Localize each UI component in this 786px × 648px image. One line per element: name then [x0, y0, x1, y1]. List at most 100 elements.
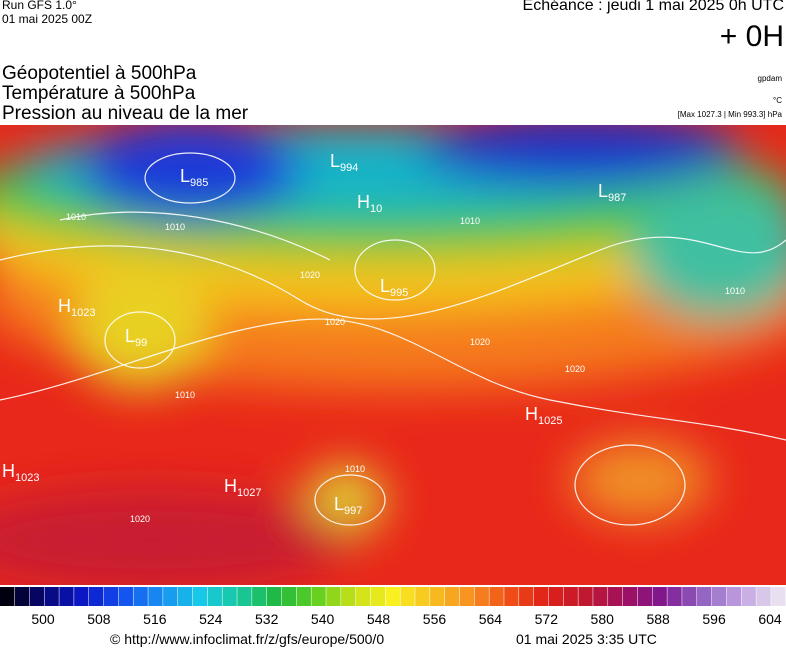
unit: gpdam: [757, 74, 782, 83]
color-swatch: [192, 587, 208, 606]
center-value: 997: [344, 505, 362, 517]
pressure-center: L99: [125, 326, 147, 349]
center-letter: L: [334, 494, 344, 514]
color-swatch: [652, 587, 667, 606]
color-swatch: [504, 587, 519, 606]
color-swatch: [444, 587, 460, 606]
center-value: 1023: [71, 307, 95, 319]
center-letter: L: [380, 276, 390, 296]
color-swatch: [563, 587, 578, 606]
color-swatch: [726, 587, 742, 606]
color-swatch: [311, 587, 326, 606]
pressure-center: L994: [330, 151, 358, 174]
color-swatch: [296, 587, 311, 606]
contour-label: 1020: [565, 364, 585, 374]
color-swatch: [697, 587, 712, 606]
color-swatch: [14, 587, 30, 606]
center-value: 1025: [538, 415, 562, 427]
color-swatch: [519, 587, 534, 606]
color-swatch: [341, 587, 356, 606]
field: [0, 125, 786, 585]
color-swatch: [741, 587, 756, 606]
center-letter: L: [125, 326, 135, 346]
legend-label: 508: [87, 611, 111, 627]
legend-label: 532: [255, 611, 279, 627]
color-swatch: [667, 587, 682, 606]
legend-label: 540: [311, 611, 335, 627]
pressure-center: H1023: [2, 461, 39, 484]
layer: Température à 500hPa: [2, 83, 196, 104]
color-swatch: [103, 587, 119, 606]
center-value: 99: [135, 337, 147, 349]
color-swatch: [637, 587, 653, 606]
legend-label: 604: [758, 611, 782, 627]
center-value: 1023: [15, 472, 39, 484]
contour-label: 1010: [175, 390, 195, 400]
center-value: 995: [390, 287, 408, 299]
pressure-center: L987: [598, 181, 626, 204]
footer-source: © http://www.infoclimat.fr/z/gfs/europe/…: [110, 631, 384, 647]
footer-date: 01 mai 2025 3:35 UTC: [516, 631, 657, 647]
contour-label: 1020: [470, 337, 490, 347]
forecast: Echéance : jeudi 1 mai 2025 0h UTC: [522, 0, 784, 14]
color-swatch: [237, 587, 252, 606]
color-swatch: [533, 587, 549, 606]
center-value: 10: [370, 203, 382, 215]
contour-label: 1020: [325, 317, 345, 327]
color-swatch: [118, 587, 133, 606]
lead-time: + 0H: [719, 20, 784, 53]
color-swatch: [489, 587, 504, 606]
legend-label: 548: [367, 611, 391, 627]
color-swatch: [711, 587, 727, 606]
color-swatch: [578, 587, 593, 606]
legend-label: 588: [646, 611, 670, 627]
legend-label: 580: [591, 611, 615, 627]
layer: Géopotentiel à 500hPa: [2, 63, 197, 84]
color-swatch: [459, 587, 475, 606]
color-swatch: [148, 587, 163, 606]
color-swatch: [548, 587, 564, 606]
color-swatch: [44, 587, 59, 606]
color-swatch: [385, 587, 400, 606]
legend-label: 500: [31, 611, 55, 627]
layer: Pression au niveau de la mer: [2, 103, 249, 124]
color-swatch: [608, 587, 623, 606]
contour-label: 1010: [165, 222, 185, 232]
contour-label: 1010: [725, 286, 745, 296]
color-swatch: [177, 587, 193, 606]
contour-label: 1020: [130, 514, 150, 524]
center-value: 987: [608, 192, 626, 204]
legend-label: 556: [423, 611, 447, 627]
center-letter: H: [58, 296, 71, 316]
color-swatch: [0, 587, 15, 606]
color-swatch: [682, 587, 697, 606]
pressure-center: H1023: [58, 296, 95, 319]
color-swatch: [29, 587, 44, 606]
pressure-center: L997: [334, 494, 362, 517]
color-swatch: [326, 587, 341, 606]
color-swatch: [266, 587, 282, 606]
contour-label: 1010: [345, 464, 365, 474]
color-swatch: [59, 587, 74, 606]
legend-label: 516: [143, 611, 167, 627]
pressure-center: L995: [380, 276, 408, 299]
color-swatch: [771, 587, 786, 606]
color-swatch: [88, 587, 104, 606]
color-swatch: [252, 587, 267, 606]
contour-label: 1010: [66, 212, 86, 222]
color-swatch: [163, 587, 178, 606]
center-letter: H: [224, 476, 237, 496]
center-letter: L: [330, 151, 340, 171]
center-letter: L: [180, 166, 190, 186]
color-swatch: [74, 587, 89, 606]
color-swatch: [622, 587, 638, 606]
center-value: 1027: [237, 487, 261, 499]
legend-label: 596: [702, 611, 726, 627]
color-swatch: [474, 587, 489, 606]
color-swatch: [281, 587, 297, 606]
center-value: 985: [190, 177, 208, 189]
pressure-center: H1027: [224, 476, 261, 499]
color-swatch: [400, 587, 415, 606]
pressure-center: L985: [180, 166, 208, 189]
